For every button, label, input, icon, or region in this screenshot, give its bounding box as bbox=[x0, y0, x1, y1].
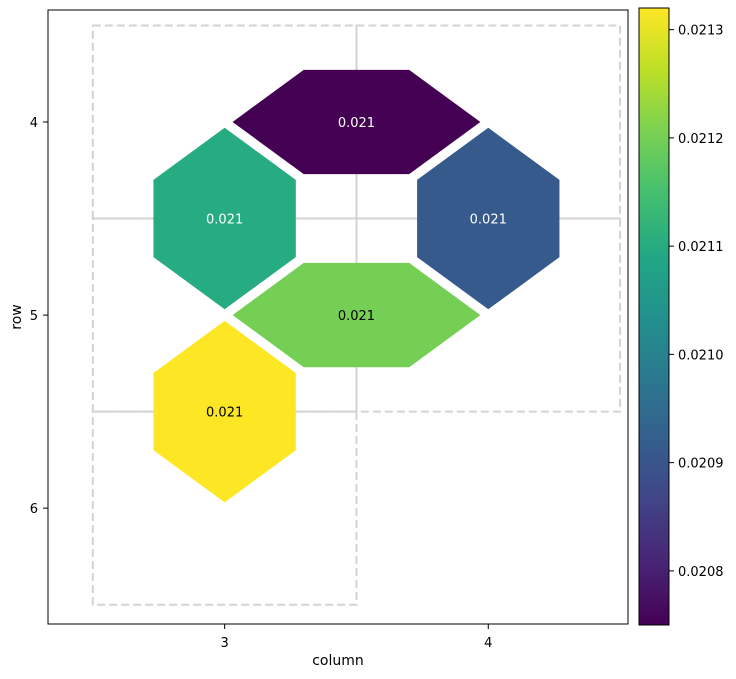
colorbar-tick-label-5: 0.0213 bbox=[678, 24, 724, 39]
hex-cell-label-3: 0.021 bbox=[338, 309, 375, 324]
colorbar-tick-label-0: 0.0208 bbox=[678, 565, 724, 580]
plot-frame bbox=[47, 9, 629, 625]
y-axis-ticks: 4 5 6 bbox=[30, 116, 48, 517]
y-axis-title: row bbox=[9, 304, 25, 329]
x-axis-title: column bbox=[312, 653, 364, 669]
y-tick-label-2: 6 bbox=[30, 502, 38, 517]
outline-rect-4 bbox=[91, 410, 358, 606]
hex-cell-3 bbox=[232, 262, 481, 368]
hex-cell-4 bbox=[153, 320, 296, 503]
colorbar-tick-label-3: 0.0211 bbox=[678, 240, 724, 255]
hex-cell-label-4: 0.021 bbox=[206, 406, 243, 421]
hex-cell-label-1: 0.021 bbox=[206, 213, 243, 228]
x-tick-label-0: 3 bbox=[220, 636, 228, 651]
x-tick-label-1: 4 bbox=[484, 636, 492, 651]
colorbar-tick-label-4: 0.0212 bbox=[678, 132, 724, 147]
y-tick-label-0: 4 bbox=[30, 116, 38, 131]
colorbar-ticks: 0.0208 0.0209 0.0210 0.0211 0.0212 0.0213 bbox=[669, 24, 724, 580]
y-tick-label-1: 5 bbox=[30, 309, 38, 324]
colorbar-tick-label-1: 0.0209 bbox=[678, 457, 724, 472]
hex-cell-0 bbox=[232, 69, 481, 175]
colorbar-tick-label-2: 0.0210 bbox=[678, 348, 724, 363]
hex-cell-label-2: 0.021 bbox=[470, 213, 507, 228]
hex-cell-1 bbox=[153, 127, 296, 310]
hex-cell-label-0: 0.021 bbox=[338, 116, 375, 131]
hex-cells: 0.021 0.021 0.021 0.021 0.021 bbox=[153, 69, 560, 503]
hex-cell-2 bbox=[417, 127, 560, 310]
colorbar bbox=[638, 7, 670, 626]
